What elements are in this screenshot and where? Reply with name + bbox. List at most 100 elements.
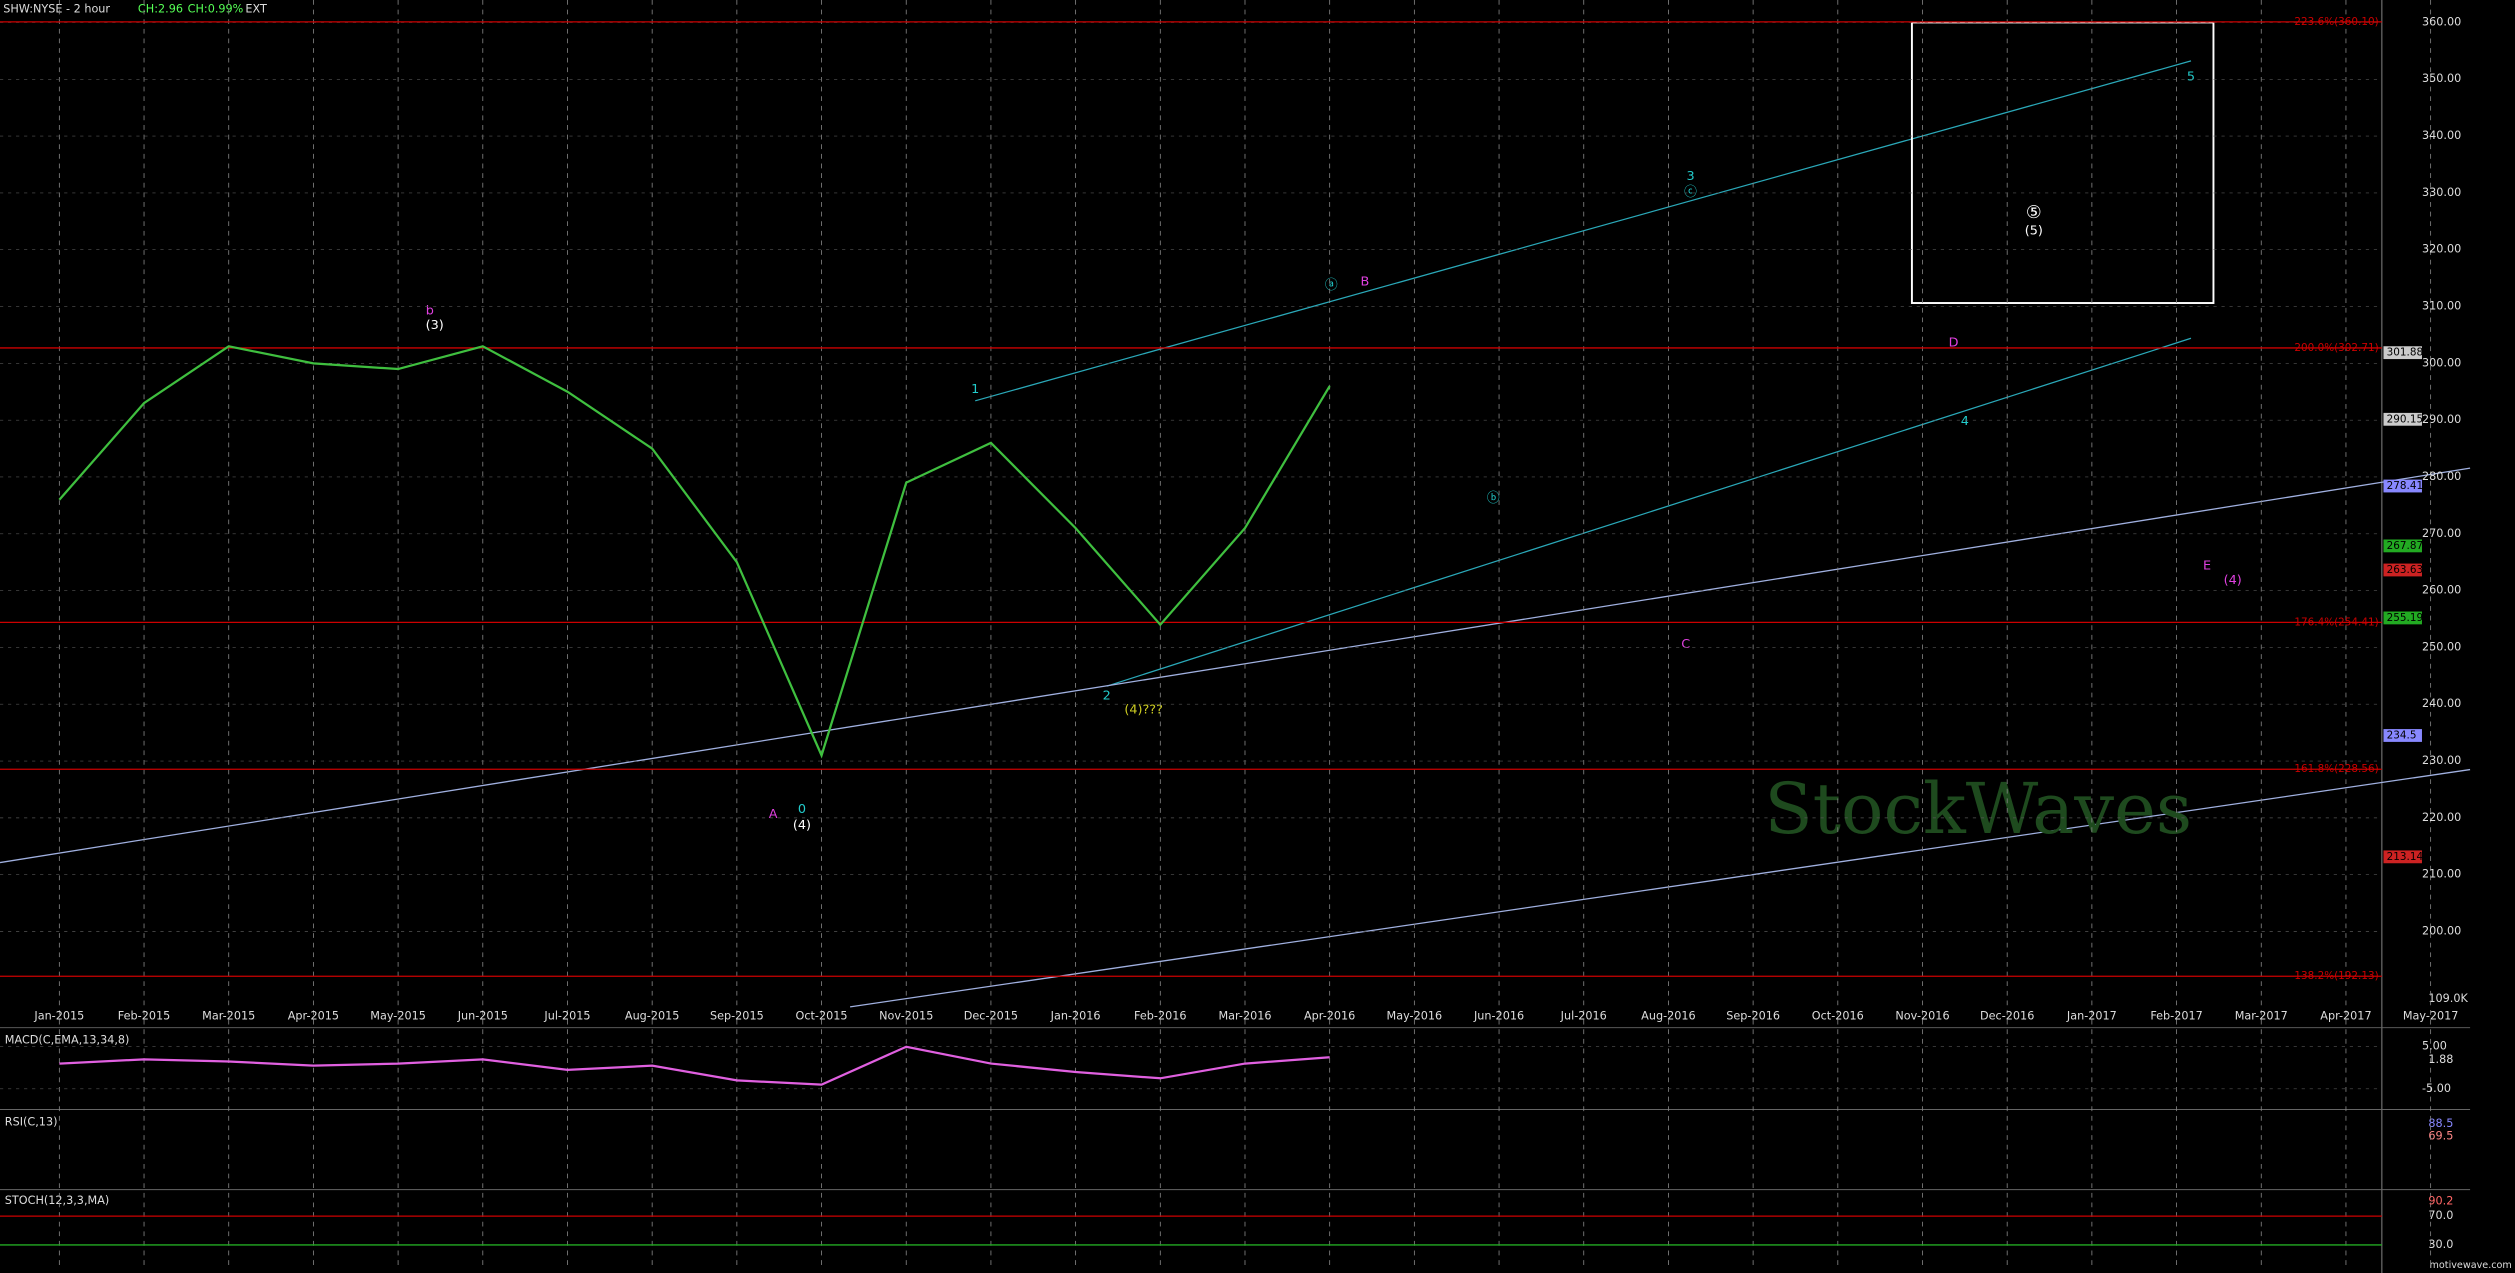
price-tag-label: 255.19 xyxy=(2387,612,2423,624)
series-line xyxy=(59,1045,1330,1086)
y-tick-label: 340.00 xyxy=(2422,129,2461,142)
trend-line xyxy=(850,768,2471,1008)
wave-label: 2 xyxy=(1103,688,1111,703)
x-tick-label: Nov-2015 xyxy=(879,1009,933,1022)
y-tick-label: 360.00 xyxy=(2422,15,2461,28)
y-tick-label: 350.00 xyxy=(2422,72,2461,85)
y-tick-label: 270.00 xyxy=(2422,527,2461,540)
fib-label: 161.8%(228.56) xyxy=(2294,763,2378,775)
chart-title: SHW:NYSE - 2 hour xyxy=(3,3,110,16)
wave-label: (4) xyxy=(2224,573,2242,588)
x-tick-label: Aug-2016 xyxy=(1641,1009,1696,1022)
wave-label: b xyxy=(426,304,434,319)
y-tick-label: 330.00 xyxy=(2422,186,2461,199)
wave-label: ⑤ xyxy=(2026,203,2042,223)
x-tick-label: Jun-2016 xyxy=(1473,1009,1524,1022)
price-tag-label: 213.14 xyxy=(2387,851,2424,863)
x-tick-label: Apr-2015 xyxy=(288,1009,339,1022)
price-tag-label: 301.88 xyxy=(2387,347,2423,359)
panel-title: RSI(C,13) xyxy=(5,1115,58,1128)
x-tick-label: May-2015 xyxy=(370,1009,426,1022)
y-tick-label: 30.0 xyxy=(2428,1238,2453,1251)
x-tick-label: Apr-2016 xyxy=(1304,1009,1355,1022)
panel-title: MACD(C,EMA,13,34,8) xyxy=(5,1034,130,1047)
wave-label: 1 xyxy=(971,382,979,397)
price-tag xyxy=(2383,539,2422,553)
trend-line xyxy=(975,60,2192,402)
x-tick-label: Dec-2016 xyxy=(1980,1009,2034,1022)
price-tag xyxy=(2383,346,2422,360)
x-tick-label: May-2017 xyxy=(2403,1009,2459,1022)
fib-label: 176.4%(254.41) xyxy=(2294,616,2378,628)
wave-label: (4) xyxy=(793,818,811,833)
fib-label: 223.6%(360.10) xyxy=(2294,16,2378,28)
y-tick-label: -5.00 xyxy=(2422,1082,2451,1095)
wave-label: D xyxy=(1949,336,1959,351)
header-text: CH:2.96 xyxy=(138,3,183,16)
price-tag xyxy=(2383,563,2422,577)
wave-label: (3) xyxy=(426,318,444,333)
panel-title: STOCH(12,3,3,MA) xyxy=(5,1194,109,1207)
series-line xyxy=(58,345,1331,759)
x-tick-label: Jan-2015 xyxy=(33,1009,84,1022)
wave-label: (5) xyxy=(2025,223,2043,238)
wave-label: B xyxy=(1361,275,1370,290)
wave-label: C xyxy=(1681,637,1690,652)
y-tick-label: 310.00 xyxy=(2422,300,2461,313)
trend-line xyxy=(1106,337,2192,687)
y-tick-label: 300.00 xyxy=(2422,356,2461,369)
fib-label: 138.2%(192.13) xyxy=(2294,970,2378,982)
x-tick-label: Feb-2017 xyxy=(2150,1009,2202,1022)
price-tag xyxy=(2383,479,2422,493)
y-tick-label: 230.00 xyxy=(2422,754,2461,767)
wave-label: ⓒ xyxy=(1684,185,1697,200)
y-tick-label: 260.00 xyxy=(2422,584,2461,597)
price-tag-label: 234.5 xyxy=(2387,729,2417,741)
header-text: EXT xyxy=(245,3,267,16)
x-tick-label: Aug-2015 xyxy=(625,1009,680,1022)
y-tick-label: 220.00 xyxy=(2422,811,2461,824)
x-tick-label: Jan-2016 xyxy=(1050,1009,1101,1022)
x-tick-label: Oct-2016 xyxy=(1812,1009,1864,1022)
value-tag: 90.2 xyxy=(2428,1195,2453,1208)
y-tick-label: 240.00 xyxy=(2422,697,2461,710)
footer: motivewave.com xyxy=(2430,1260,2512,1271)
price-tag-label: 263.63 xyxy=(2387,564,2423,576)
price-tag xyxy=(2383,850,2422,864)
wave-label: E xyxy=(2203,558,2211,573)
x-tick-label: Mar-2017 xyxy=(2235,1009,2288,1022)
x-tick-label: May-2016 xyxy=(1387,1009,1443,1022)
y-tick-label: 290.00 xyxy=(2422,413,2461,426)
y-tick-label: 250.00 xyxy=(2422,640,2461,653)
x-tick-label: Dec-2015 xyxy=(964,1009,1018,1022)
price-tag xyxy=(2383,729,2422,742)
price-tag xyxy=(2383,412,2422,426)
x-tick-label: Jan-2017 xyxy=(2066,1009,2117,1022)
wave-label: A xyxy=(769,807,778,822)
rsi-tag: 88.5 xyxy=(2428,1117,2453,1130)
y-tick-label: 200.00 xyxy=(2422,925,2461,938)
y-tick-label: 210.00 xyxy=(2422,868,2461,881)
wave-label: (4)??? xyxy=(1124,703,1163,718)
x-tick-label: Feb-2015 xyxy=(118,1009,170,1022)
wave-label: 5 xyxy=(2187,69,2195,84)
x-tick-label: Feb-2016 xyxy=(1134,1009,1186,1022)
price-tag-label: 267.87 xyxy=(2387,540,2423,552)
x-tick-label: Oct-2015 xyxy=(796,1009,848,1022)
y-tick-label: 320.00 xyxy=(2422,243,2461,256)
x-tick-label: Apr-2017 xyxy=(2320,1009,2371,1022)
x-tick-label: Jul-2016 xyxy=(1560,1009,1607,1022)
wave-label: 3 xyxy=(1686,169,1694,184)
x-tick-label: Sep-2016 xyxy=(1726,1009,1780,1022)
price-tag-label: 278.41 xyxy=(2387,480,2423,492)
wave-label: 0 xyxy=(798,802,806,817)
y-tick-label: 5.00 xyxy=(2422,1040,2447,1053)
rsi-tag: 69.5 xyxy=(2428,1130,2453,1143)
trend-line xyxy=(0,467,2471,864)
watermark: StockWaves xyxy=(1764,768,2192,850)
volume-tag: 109.0K xyxy=(2428,992,2468,1005)
wave-label: 4 xyxy=(1961,414,1969,429)
x-tick-label: Nov-2016 xyxy=(1895,1009,1949,1022)
